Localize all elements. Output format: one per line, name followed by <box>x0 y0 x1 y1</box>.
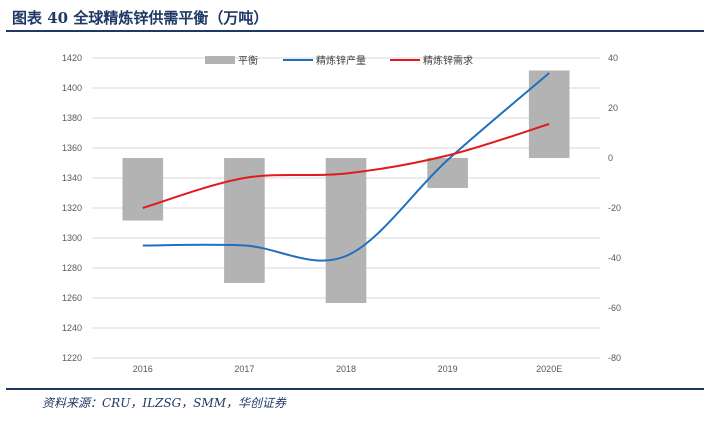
right-tick-label: 20 <box>608 103 618 113</box>
series-lines <box>142 72 550 262</box>
left-tick-label: 1280 <box>62 263 82 273</box>
x-tick-label: 2018 <box>336 364 356 374</box>
left-tick-label: 1300 <box>62 233 82 243</box>
right-tick-label: -40 <box>608 253 621 263</box>
x-tick-label: 2017 <box>234 364 254 374</box>
right-tick-label: -60 <box>608 303 621 313</box>
production-line <box>142 72 550 262</box>
right-tick-label: 40 <box>608 53 618 63</box>
right-axis-ticks: -80 -60 -40 -20 0 20 40 <box>608 53 621 363</box>
figure-title: 图表 40 全球精炼锌供需平衡（万吨） <box>6 6 704 32</box>
left-tick-label: 1400 <box>62 83 82 93</box>
left-tick-label: 1380 <box>62 113 82 123</box>
balance-bar <box>528 70 570 158</box>
left-tick-label: 1220 <box>62 353 82 363</box>
balance-bars <box>122 70 570 303</box>
legend: 平衡 精炼锌产量 精炼锌需求 <box>205 54 473 67</box>
balance-bar <box>122 158 164 221</box>
left-tick-label: 1240 <box>62 323 82 333</box>
chart: 1220 1240 1260 1280 1300 1320 1340 1360 1380 1400… <box>62 53 621 374</box>
left-tick-label: 1360 <box>62 143 82 153</box>
x-axis-ticks: 2016 2017 2018 2019 2020E <box>133 364 562 374</box>
right-tick-label: 0 <box>608 153 613 163</box>
legend-label: 平衡 <box>238 55 258 67</box>
x-tick-label: 2020E <box>536 364 562 374</box>
x-tick-label: 2016 <box>133 364 153 374</box>
left-tick-label: 1260 <box>62 293 82 303</box>
source-note: 资料来源：CRU，ILZSG，SMM，华创证券 <box>6 388 704 418</box>
legend-label: 精炼锌产量 <box>316 54 366 67</box>
left-tick-label: 1340 <box>62 173 82 183</box>
legend-swatch-bar <box>205 56 235 64</box>
left-axis-ticks: 1220 1240 1260 1280 1300 1320 1340 1360 1380 1400… <box>62 53 82 363</box>
right-tick-label: -20 <box>608 203 621 213</box>
left-tick-label: 1320 <box>62 203 82 213</box>
left-tick-label: 1420 <box>62 53 82 63</box>
balance-bar <box>325 158 367 303</box>
demand-line <box>142 123 550 209</box>
right-tick-label: -80 <box>608 353 621 363</box>
legend-label: 精炼锌需求 <box>423 54 473 67</box>
x-tick-label: 2019 <box>438 364 458 374</box>
